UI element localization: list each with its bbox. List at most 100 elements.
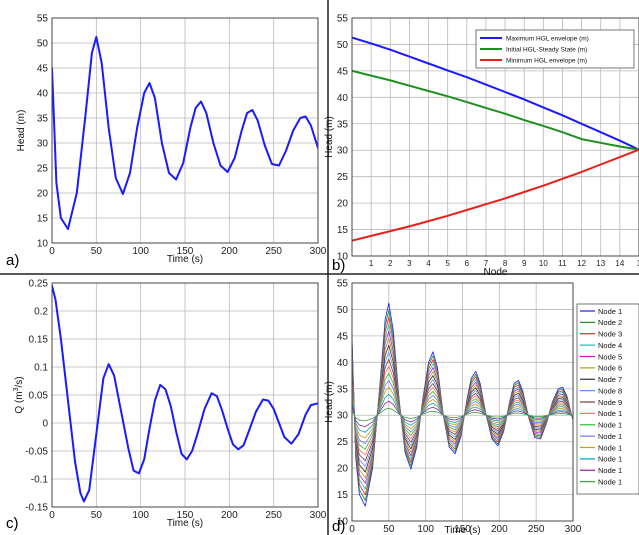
x-tick-label: 250 <box>265 510 282 521</box>
legend-entry: Node 1 <box>598 307 622 316</box>
y-tick-label: 25 <box>337 437 349 448</box>
panel-label: d) <box>332 518 345 535</box>
y-tick-label: 50 <box>337 40 349 51</box>
panel-label: c) <box>6 515 19 532</box>
plot-frame <box>51 17 319 244</box>
chart-panel-1: 10 15 20 25 30 35 40 45 50 55 0 50 100 150 200 250 300 Ti… <box>6 14 327 270</box>
x-tick-label: 100 <box>132 246 149 257</box>
x-axis-label: Time (s) <box>167 254 203 265</box>
y-tick-label: 50 <box>337 305 349 316</box>
y-tick-label: 0.05 <box>29 391 49 402</box>
series-line-2 <box>352 69 639 151</box>
panel-label: b) <box>332 257 345 274</box>
plot-frame <box>51 282 319 508</box>
y-tick-label: 15 <box>337 225 349 236</box>
series-group <box>352 36 639 242</box>
x-tick-label: 13 <box>596 259 605 268</box>
x-tick-label: 2 <box>388 259 393 268</box>
legend-entry: Node 4 <box>598 341 622 350</box>
legend-entry: Node 1 <box>598 409 622 418</box>
legend-entry: Node 1 <box>598 466 622 475</box>
legend-entry: Node 9 <box>598 398 622 407</box>
x-tick-label: 0 <box>49 246 55 257</box>
y-tick-label: 40 <box>337 358 349 369</box>
y-axis-label: Head (m) <box>324 381 335 423</box>
x-tick-label: 50 <box>91 510 103 521</box>
x-tick-label: 9 <box>522 259 527 268</box>
x-axis-label: Time (s) <box>167 518 203 529</box>
y-tick-label: 15 <box>37 214 49 225</box>
y-tick-label: 0.15 <box>29 335 49 346</box>
y-tick-label: -0.05 <box>25 447 48 458</box>
x-tick-label: 150 <box>177 246 194 257</box>
x-tick-label: 3 <box>407 259 412 268</box>
legend: Maximum HGL envelope (m) Initial HGL-Stea… <box>475 29 635 69</box>
y-tick-label: 45 <box>337 66 349 77</box>
y-tick-label: 30 <box>337 411 349 422</box>
x-tick-label: 300 <box>310 246 327 257</box>
legend-entry: Maximum HGL envelope (m) <box>506 36 589 43</box>
x-axis-label: Node <box>484 267 508 278</box>
series-line-1 <box>52 36 318 230</box>
y-tick-label: 10 <box>337 517 349 528</box>
legend-entry: Initial HGL-Steady State (m) <box>506 47 587 54</box>
x-tick-label: 0 <box>349 524 355 535</box>
y-tick-label: 30 <box>37 139 49 150</box>
y-tick-label: 15 <box>337 490 349 501</box>
y-tick-label: 35 <box>37 114 49 125</box>
plot-frame <box>351 282 574 522</box>
chart-panel-4: 10 15 20 25 30 35 40 45 50 55 0 50 100 150 200 250 300 Ti… <box>324 279 639 535</box>
x-tick-label: 200 <box>491 524 508 535</box>
legend-box <box>475 29 635 69</box>
legend-entry: Node 1 <box>598 455 622 464</box>
y-tick-label: 40 <box>37 89 49 100</box>
x-axis-label: Time (s) <box>444 525 480 535</box>
series-line-1 <box>352 36 639 151</box>
plot-frame <box>351 17 639 257</box>
legend-entry: Minimum HGL envelope (m) <box>506 58 587 65</box>
y-tick-label: 10 <box>337 252 349 263</box>
x-tick-label: 6 <box>465 259 470 268</box>
legend-entry: Node 7 <box>598 375 622 384</box>
y-tick-label: 35 <box>337 119 349 130</box>
y-tick-label: 25 <box>337 172 349 183</box>
x-tick-label: 200 <box>221 246 238 257</box>
x-tick-label: 4 <box>426 259 431 268</box>
y-tick-label: 0.2 <box>34 307 48 318</box>
legend-entry: Node 1 <box>598 443 622 452</box>
legend: Node 1 Node 2 Node 3 Node 4 Node 5 Node 6 Node… <box>576 303 639 495</box>
legend-box <box>576 303 639 495</box>
y-axis-label: Head (m) <box>16 110 27 152</box>
y-tick-label: 20 <box>37 189 49 200</box>
y-tick-label: 35 <box>337 384 349 395</box>
series-group <box>52 36 318 230</box>
y-tick-label: 20 <box>337 199 349 210</box>
legend-entry: Node 3 <box>598 330 622 339</box>
y-tick-label: 0.25 <box>29 279 49 290</box>
y-tick-label: 55 <box>37 14 49 25</box>
x-tick-label: 300 <box>565 524 582 535</box>
y-tick-label: 45 <box>37 64 49 75</box>
y-tick-label: 0.1 <box>34 363 48 374</box>
y-tick-label: 55 <box>337 14 349 25</box>
x-tick-label: 250 <box>265 246 282 257</box>
y-tick-label: -0.15 <box>25 503 48 514</box>
x-tick-label: 300 <box>310 510 327 521</box>
x-tick-label: 12 <box>577 259 586 268</box>
legend-entry: Node 8 <box>598 386 622 395</box>
legend-entry: Node 5 <box>598 352 622 361</box>
panel-label: a) <box>6 252 19 269</box>
x-tick-label: 5 <box>445 259 450 268</box>
chart-panel-3: -0.15 -0.1 -0.05 0 0.05 0.1 0.15 0.2 0.25 0 50 100 1… <box>6 279 327 533</box>
x-tick-label: 100 <box>417 524 434 535</box>
x-tick-label: 250 <box>528 524 545 535</box>
y-tick-label: 50 <box>37 39 49 50</box>
x-tick-label: 200 <box>221 510 238 521</box>
x-tick-label: 100 <box>132 510 149 521</box>
legend-entry: Node 1 <box>598 421 622 430</box>
y-tick-label: 40 <box>337 93 349 104</box>
y-axis-label: Q (m3/s) <box>13 376 25 413</box>
x-tick-label: 7 <box>484 259 489 268</box>
y-tick-label: 20 <box>337 464 349 475</box>
series-group <box>352 302 573 507</box>
